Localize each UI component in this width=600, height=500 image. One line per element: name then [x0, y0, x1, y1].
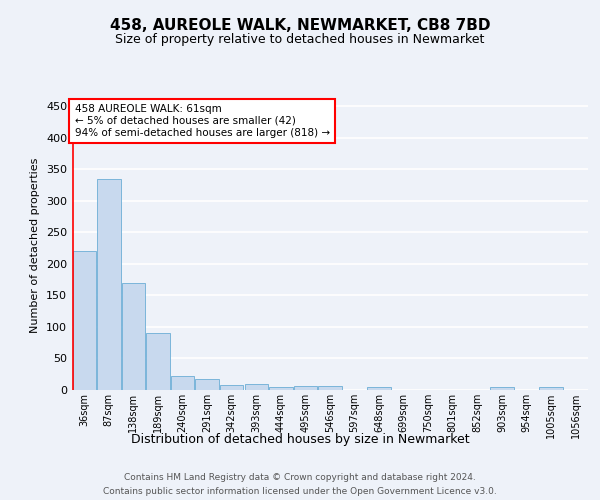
- Text: Contains HM Land Registry data © Crown copyright and database right 2024.: Contains HM Land Registry data © Crown c…: [124, 472, 476, 482]
- Bar: [539, 387, 563, 390]
- Bar: [367, 387, 391, 390]
- Bar: [490, 387, 514, 390]
- Text: 458, AUREOLE WALK, NEWMARKET, CB8 7BD: 458, AUREOLE WALK, NEWMARKET, CB8 7BD: [110, 18, 490, 32]
- Bar: [146, 334, 170, 390]
- Bar: [220, 385, 244, 390]
- Bar: [171, 376, 194, 390]
- Bar: [294, 386, 317, 390]
- Bar: [319, 386, 341, 390]
- Bar: [122, 283, 145, 390]
- Bar: [245, 384, 268, 390]
- Text: Contains public sector information licensed under the Open Government Licence v3: Contains public sector information licen…: [103, 488, 497, 496]
- Text: Size of property relative to detached houses in Newmarket: Size of property relative to detached ho…: [115, 32, 485, 46]
- Text: 458 AUREOLE WALK: 61sqm
← 5% of detached houses are smaller (42)
94% of semi-det: 458 AUREOLE WALK: 61sqm ← 5% of detached…: [74, 104, 330, 138]
- Y-axis label: Number of detached properties: Number of detached properties: [31, 158, 40, 332]
- Bar: [97, 179, 121, 390]
- Bar: [269, 387, 293, 390]
- Text: Distribution of detached houses by size in Newmarket: Distribution of detached houses by size …: [131, 432, 469, 446]
- Bar: [196, 378, 219, 390]
- Bar: [73, 252, 96, 390]
